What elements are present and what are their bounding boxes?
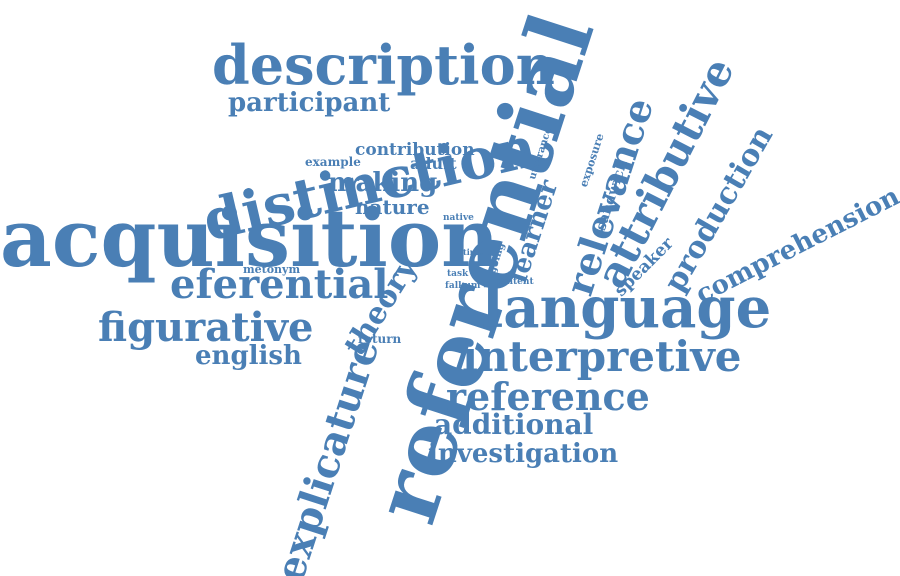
word-falkum: falkum [445, 281, 481, 291]
word-time: time [463, 247, 484, 257]
word-reference: reference [446, 374, 650, 419]
word-adult: adult [410, 154, 457, 173]
word-making: making [328, 168, 438, 198]
word-description: description [212, 33, 555, 97]
word-content: content [495, 277, 534, 287]
word-eferential: eferential [170, 261, 389, 308]
word-additional: additional [434, 408, 594, 441]
word-metonym: metonym [243, 263, 301, 276]
word-english: english [195, 341, 302, 371]
word-contribution: contribution [355, 140, 475, 160]
word-task: task [447, 269, 469, 279]
word-nature: nature [355, 195, 430, 219]
word-native: native [443, 213, 474, 223]
word-figurative: figurative [98, 304, 314, 351]
word-example: example [305, 155, 361, 169]
word-return: return [358, 332, 402, 346]
word-investigation: investigation [428, 439, 619, 469]
word-language: language [482, 275, 772, 341]
word-acquisition: acquisition [0, 191, 500, 285]
word-interpretive: interpretive [462, 332, 742, 381]
word-participant: participant [228, 88, 391, 118]
